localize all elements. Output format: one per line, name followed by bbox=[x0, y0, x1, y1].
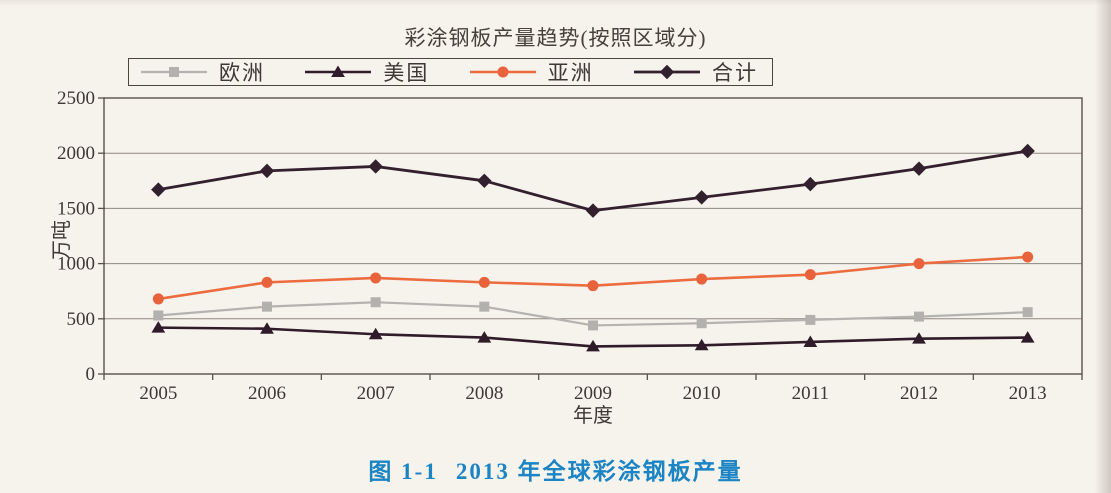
legend-circle-icon bbox=[497, 66, 509, 78]
legend-item-europe: 欧洲 bbox=[141, 57, 265, 87]
data-point-total-2010 bbox=[694, 190, 709, 205]
x-axis-tick-label: 2012 bbox=[900, 383, 938, 404]
data-point-usa-2009 bbox=[586, 339, 600, 352]
y-axis-tick-label: 0 bbox=[86, 364, 96, 385]
data-point-total-2006 bbox=[259, 163, 275, 179]
data-point-total-2008 bbox=[477, 173, 492, 189]
data-point-total-2011 bbox=[803, 176, 818, 192]
plot-frame bbox=[103, 97, 1083, 375]
legend-label-total: 合计 bbox=[711, 61, 758, 85]
y-axis-tick-label: 1500 bbox=[57, 198, 95, 219]
x-axis-tick-label: 2007 bbox=[357, 383, 395, 404]
x-axis-tick-label: 2006 bbox=[248, 383, 286, 404]
data-point-asia-2005 bbox=[152, 293, 164, 305]
data-point-europe-2011 bbox=[805, 314, 816, 325]
legend-square-icon bbox=[169, 67, 179, 77]
data-point-europe-2010 bbox=[696, 318, 707, 329]
x-axis-tick-label: 2009 bbox=[574, 383, 612, 404]
y-axis-tick-label: 500 bbox=[67, 309, 96, 330]
legend-label-usa: 美国 bbox=[383, 61, 430, 85]
data-point-europe-2006 bbox=[262, 301, 272, 312]
data-point-total-2012 bbox=[911, 161, 927, 176]
figure-caption-text: 2013 年全球彩涂钢板产量 bbox=[455, 459, 743, 484]
x-axis-tick-label: 2005 bbox=[139, 383, 177, 404]
figure-caption-label: 图 1-1 bbox=[368, 459, 438, 484]
data-point-asia-2012 bbox=[913, 258, 925, 270]
legend: 欧洲 美国 亚洲 合计 bbox=[128, 58, 773, 86]
legend-diamond-icon bbox=[659, 64, 675, 80]
y-axis-tick-label: 2500 bbox=[57, 88, 95, 109]
data-point-asia-2010 bbox=[696, 273, 708, 285]
data-point-asia-2007 bbox=[370, 272, 382, 284]
data-point-usa-2013 bbox=[1020, 331, 1035, 343]
legend-item-usa: 美国 bbox=[305, 57, 429, 87]
data-point-total-2013 bbox=[1020, 143, 1035, 159]
data-point-asia-2013 bbox=[1022, 251, 1034, 263]
y-axis-title: 万吨 bbox=[50, 220, 73, 260]
y-axis-tick-label: 1000 bbox=[57, 254, 95, 275]
data-point-usa-2007 bbox=[368, 327, 383, 340]
legend-label-europe: 欧洲 bbox=[219, 61, 265, 85]
legend-marker-usa bbox=[305, 65, 372, 77]
data-point-asia-2008 bbox=[478, 276, 490, 288]
x-axis-tick-label: 2011 bbox=[792, 383, 829, 404]
data-point-total-2005 bbox=[151, 182, 166, 197]
x-axis-tick-label: 2008 bbox=[465, 383, 503, 404]
series-line-total bbox=[156, 149, 1030, 213]
legend-item-asia: 亚洲 bbox=[469, 57, 594, 87]
data-point-total-2007 bbox=[368, 159, 383, 174]
data-point-asia-2011 bbox=[804, 269, 816, 281]
legend-marker-total bbox=[633, 64, 700, 80]
data-point-usa-2006 bbox=[260, 322, 274, 334]
figure-caption: 图 1-1 2013 年全球彩涂钢板产量 bbox=[0, 452, 1111, 486]
x-axis-tick-label: 2010 bbox=[683, 383, 721, 404]
data-point-europe-2009 bbox=[588, 320, 598, 331]
legend-item-total: 合计 bbox=[633, 57, 758, 87]
data-point-usa-2005 bbox=[151, 321, 166, 333]
data-point-europe-2013 bbox=[1022, 307, 1033, 318]
x-axis-title: 年度 bbox=[573, 404, 613, 427]
data-point-europe-2008 bbox=[479, 301, 490, 312]
data-point-europe-2007 bbox=[370, 297, 381, 308]
data-point-usa-2012 bbox=[912, 332, 926, 344]
data-point-usa-2011 bbox=[803, 335, 818, 347]
data-point-total-2009 bbox=[585, 203, 601, 218]
data-point-asia-2006 bbox=[261, 276, 273, 288]
y-axis-tick-label: 2000 bbox=[57, 143, 95, 164]
x-axis-tick-label: 2013 bbox=[1009, 383, 1047, 404]
legend-marker-europe bbox=[141, 67, 207, 77]
data-point-europe-2005 bbox=[153, 310, 164, 321]
data-point-usa-2010 bbox=[694, 338, 709, 351]
legend-triangle-icon bbox=[331, 65, 346, 77]
legend-label-asia: 亚洲 bbox=[547, 61, 594, 85]
data-point-usa-2008 bbox=[477, 331, 492, 343]
legend-marker-asia bbox=[469, 66, 536, 78]
data-point-europe-2012 bbox=[914, 311, 924, 322]
chart-title: 彩涂钢板产量趋势(按照区域分) bbox=[404, 26, 707, 50]
data-point-asia-2009 bbox=[587, 280, 599, 292]
